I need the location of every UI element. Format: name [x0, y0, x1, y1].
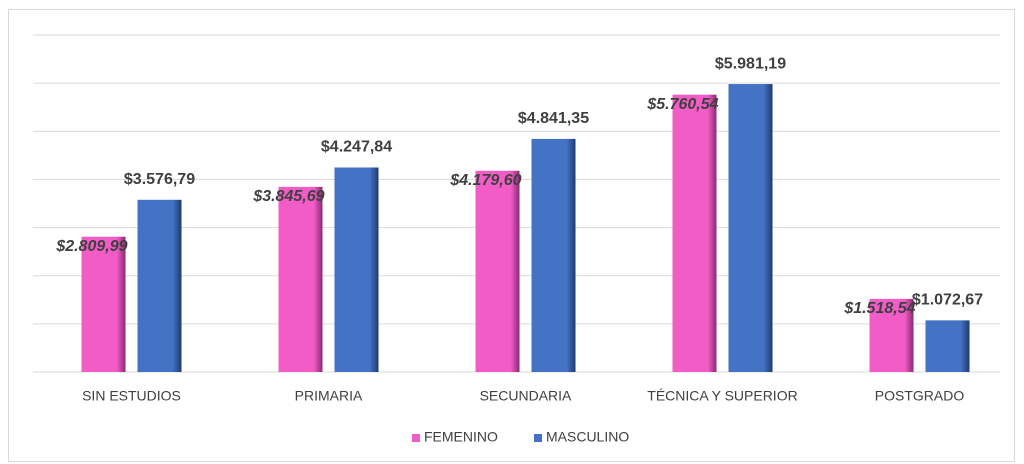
bar [925, 320, 970, 372]
x-tick-label: TÉCNICA Y SUPERIOR [647, 388, 797, 404]
bar [137, 199, 182, 372]
bar [672, 94, 717, 372]
bar [475, 170, 520, 372]
data-label: $1.072,67 [912, 292, 983, 309]
data-label: $4.247,84 [321, 139, 392, 156]
x-tick-label: SECUNDARIA [480, 388, 572, 404]
bar [81, 236, 126, 372]
x-tick-label: SIN ESTUDIOS [82, 388, 181, 404]
data-label: $5.981,19 [715, 55, 786, 72]
bar [278, 186, 323, 372]
legend-label: MASCULINO [546, 429, 629, 445]
data-label: $5.760,54 [646, 96, 718, 113]
data-label: $4.179,60 [449, 172, 521, 189]
legend-swatch [412, 434, 420, 442]
data-label: $3.576,79 [124, 171, 195, 188]
data-label: $3.845,69 [252, 188, 324, 205]
legend-label: FEMENINO [424, 429, 498, 445]
x-tick-label: POSTGRADO [875, 388, 965, 404]
data-label: $1.518,54 [843, 300, 915, 317]
data-label: $2.809,99 [55, 238, 127, 255]
bar [728, 84, 773, 372]
x-tick-label: PRIMARIA [295, 388, 363, 404]
bar [869, 298, 914, 372]
bar [531, 138, 576, 372]
legend-swatch [534, 434, 542, 442]
data-label: $4.841,35 [518, 110, 589, 127]
bar [334, 167, 379, 372]
